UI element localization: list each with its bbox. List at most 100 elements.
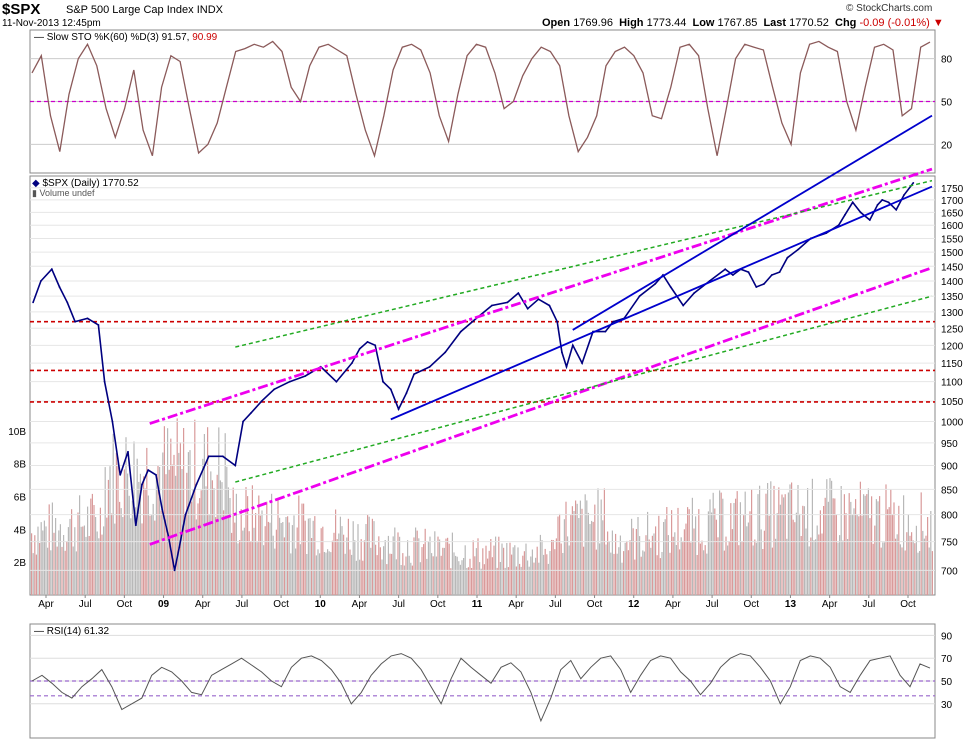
price-point-20 (184, 513, 187, 516)
price-point-54 (565, 365, 568, 368)
volume-bar (429, 536, 431, 595)
volume-bar (887, 509, 889, 595)
volume-bar (589, 524, 591, 595)
trendline-4 (390, 185, 933, 421)
price-point-3 (58, 286, 61, 288)
volume-bar (141, 523, 143, 595)
volume-bar (629, 540, 631, 595)
volume-bar (679, 549, 681, 595)
brand-link[interactable]: © StockCharts.com (846, 3, 933, 14)
volume-bar (272, 535, 274, 595)
volume-bar (746, 526, 748, 595)
volume-bar (789, 484, 791, 595)
volume-bar (322, 526, 324, 595)
price-point-14 (147, 469, 150, 471)
volume-bar (827, 501, 829, 595)
volume-bar (911, 532, 913, 595)
volume-bar (133, 441, 135, 595)
volume-bar (178, 452, 180, 595)
price-tick-label-20: 1700 (941, 196, 964, 207)
volume-bar (787, 492, 789, 595)
price-point-0 (32, 301, 34, 304)
volume-bar (826, 479, 828, 595)
price-point-50 (537, 298, 540, 301)
volume-bar (325, 552, 327, 595)
volume-bar (290, 553, 292, 595)
volume-bar (472, 540, 474, 595)
volume-bar (275, 529, 277, 595)
price-point-2 (50, 268, 53, 271)
volume-bar (408, 555, 410, 595)
price-tick-label-13: 1350 (941, 292, 964, 303)
price-point-41 (413, 373, 415, 375)
volume-bar (543, 554, 545, 595)
volume-bar (667, 535, 669, 595)
volume-bar (471, 568, 473, 595)
volume-bar (611, 530, 613, 595)
volume-bar (511, 554, 513, 595)
price-tick-label-21: 1750 (941, 184, 964, 195)
x-tick-label-16: Apr (665, 599, 681, 610)
volume-bar (458, 561, 460, 595)
price-point-15 (155, 474, 157, 476)
volume-bar (347, 518, 349, 595)
volume-bar (768, 515, 770, 595)
price-point-6 (86, 317, 89, 320)
price-point-89 (903, 194, 905, 196)
volume-bar (824, 497, 826, 595)
price-tick-label-16: 1500 (941, 248, 964, 259)
volume-bar (650, 547, 652, 595)
volume-bar (136, 458, 138, 595)
volume-bar (735, 498, 737, 595)
volume-bar (469, 558, 471, 595)
volume-bar (69, 518, 71, 595)
volume-bar (531, 549, 533, 595)
volume-bar (898, 505, 900, 595)
volume-bar (715, 519, 717, 595)
volume-bar (128, 495, 130, 595)
price-point-30 (304, 375, 307, 377)
volume-bar (88, 536, 90, 595)
volume-bar (661, 552, 663, 595)
volume-bar (669, 552, 671, 595)
volume-bar (355, 560, 357, 595)
volume-bar (111, 513, 113, 595)
volume-bar (202, 458, 204, 595)
volume-bar (376, 555, 378, 595)
volume-bar (338, 533, 340, 595)
volume-bar (280, 523, 282, 595)
volume-bar (861, 515, 863, 595)
volume-bar (674, 532, 676, 595)
volume-bar (245, 487, 247, 595)
quote-bar: Open 1769.96 High 1773.44 Low 1767.85 La… (542, 17, 944, 29)
price-point-76 (786, 256, 789, 259)
volume-bar (615, 533, 617, 595)
trendline-3 (235, 295, 933, 483)
x-tick-label-17: Jul (706, 599, 719, 610)
exchange-code: INDX (196, 4, 223, 16)
volume-bar (576, 503, 578, 595)
volume-bar (805, 528, 807, 595)
price-point-40 (405, 392, 408, 395)
volume-bar (77, 512, 79, 595)
chg-value: -0.09 (-0.01%) (859, 17, 930, 29)
volume-bar (749, 511, 751, 595)
volume-bar (795, 512, 797, 595)
volume-bar (101, 534, 103, 595)
volume-bar (872, 543, 874, 595)
price-point-47 (506, 301, 509, 304)
volume-bar (199, 498, 201, 595)
price-point-13 (141, 483, 143, 486)
volume-bar (357, 524, 359, 595)
volume-bar (443, 547, 445, 595)
volume-bar (767, 483, 769, 595)
volume-bar (690, 542, 692, 595)
volume-bar (421, 547, 423, 595)
volume-bar (435, 556, 437, 595)
volume-tick-label-3: 8B (14, 460, 27, 471)
volume-bar (154, 520, 156, 595)
volume-bar (367, 514, 369, 595)
volume-bar (856, 515, 858, 595)
volume-bar (115, 452, 117, 595)
volume-bar (539, 534, 541, 595)
